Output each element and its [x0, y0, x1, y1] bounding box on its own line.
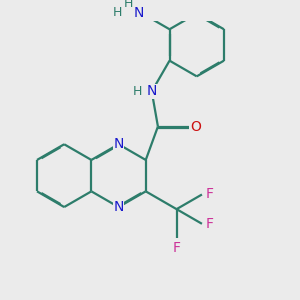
Text: N: N	[113, 200, 124, 214]
Text: F: F	[206, 188, 214, 202]
Text: F: F	[206, 217, 214, 231]
Text: O: O	[190, 119, 201, 134]
Text: N: N	[133, 5, 144, 20]
Text: N: N	[147, 85, 157, 98]
Text: H: H	[113, 6, 122, 19]
Text: F: F	[172, 241, 181, 255]
Text: N: N	[113, 137, 124, 151]
Text: H: H	[124, 0, 134, 10]
Text: H: H	[132, 85, 142, 98]
